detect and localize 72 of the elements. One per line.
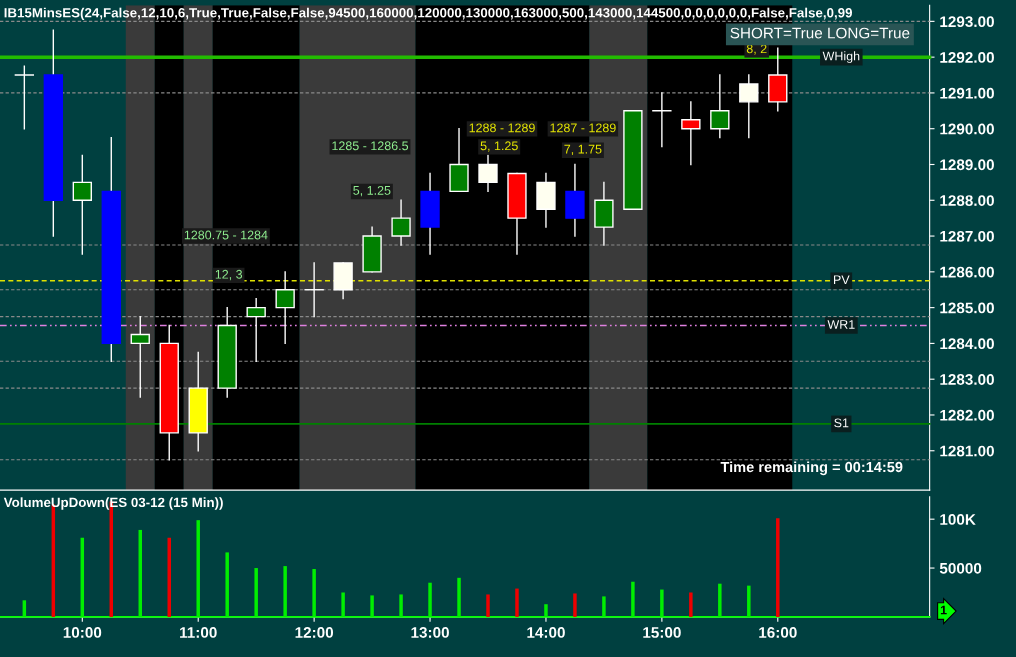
bar (341, 592, 345, 617)
candlestick (652, 92, 672, 148)
x-tick-label: 10:00 (63, 627, 102, 638)
bar (283, 566, 287, 617)
ref-line-label: 1 (940, 605, 947, 615)
annotation: 1280.75 - 1284 (184, 230, 268, 240)
bar (254, 568, 258, 617)
candlestick (710, 74, 730, 139)
bar (399, 594, 403, 617)
bar (370, 595, 374, 617)
x-tick-label: 14:00 (527, 627, 565, 638)
x-tick-label: 15:00 (643, 627, 681, 638)
annotation: 12, 3 (215, 269, 243, 281)
y-tick-label: 1286.00 (940, 266, 994, 278)
annotation: Time remaining = 00:14:59 (720, 461, 903, 476)
y-tick-label: 1288.00 (940, 195, 994, 206)
y-tick-label: 50000 (939, 562, 982, 574)
x-tick-label: 12:00 (295, 627, 334, 638)
y-tick-label: 1293.00 (940, 16, 994, 28)
x-tick-label: 13:00 (411, 627, 449, 638)
bar (196, 520, 200, 617)
annotation: 7, 1.75 (564, 144, 602, 156)
bar (747, 585, 751, 617)
y-tick-label: 1289.00 (940, 159, 994, 171)
bar (602, 596, 606, 617)
bar (573, 593, 577, 617)
x-tick-label: 16:00 (759, 627, 797, 638)
bar (718, 583, 722, 617)
y-tick-label: 1291.00 (940, 87, 994, 99)
annotation: 1285 - 1286.5 (332, 141, 409, 151)
annotation: 1288 - 1289 (469, 123, 535, 133)
bar (689, 592, 693, 617)
bar (660, 589, 664, 617)
annotation: 1287 - 1289 (550, 123, 616, 133)
bar (428, 582, 432, 617)
ref-line-label: WR1 (827, 320, 855, 329)
ref-line-label: PV (834, 275, 850, 285)
bar (457, 577, 461, 617)
candlestick (681, 101, 701, 166)
ref-line-label: S1 (834, 418, 849, 428)
candlestick (739, 74, 759, 139)
ref-line-label: WHigh (822, 51, 860, 63)
bar (776, 518, 780, 617)
y-tick-label: 1282.00 (940, 409, 994, 421)
candlestick (14, 65, 35, 130)
candlestick (72, 154, 92, 255)
y-tick-label: 1284.00 (940, 338, 994, 350)
bar (167, 537, 171, 617)
annotation: 5, 1.25 (480, 141, 518, 152)
y-tick-label: 1290.00 (940, 123, 994, 135)
bar (631, 581, 635, 617)
annotation: SHORT=True LONG=True (730, 27, 910, 39)
y-tick-label: 1283.00 (940, 374, 994, 385)
bar (225, 552, 229, 617)
bar (312, 569, 316, 617)
bar (486, 594, 490, 617)
bar (515, 588, 519, 617)
candlestick (478, 154, 498, 193)
bar (544, 604, 548, 617)
y-tick-label: 1281.00 (940, 445, 994, 457)
y-tick-label: 1287.00 (940, 230, 994, 242)
annotation: 5, 1.25 (353, 185, 391, 197)
y-tick-label: 100K (940, 514, 976, 525)
candlestick (246, 297, 266, 362)
y-tick-label: 1285.00 (940, 302, 994, 314)
x-tick-label: 11:00 (180, 627, 217, 638)
chart-title: IB15MinsES(24,False,12,10,6,True,True,False,False,94500,160000,120000,130000,163000,500,143000,144500,0,0,0,0,0,0,False,False,0,99 (4, 7, 853, 21)
candlestick (391, 199, 411, 246)
y-tick-label: 1292.00 (940, 52, 994, 63)
candlestick (130, 315, 150, 398)
chart-title: VolumeUpDown(ES 03-12 (15 Min)) (3, 497, 223, 510)
candlestick (275, 271, 295, 345)
